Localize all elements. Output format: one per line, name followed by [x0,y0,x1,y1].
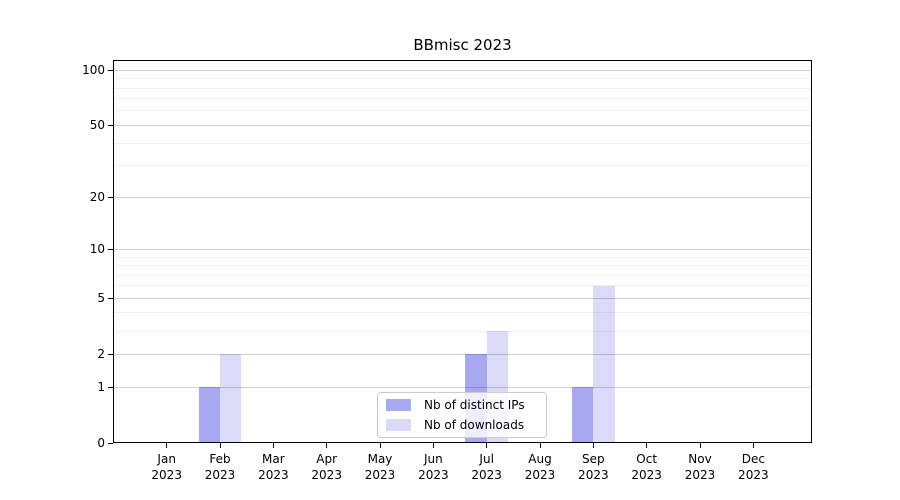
legend: Nb of distinct IPs Nb of downloads [377,392,547,438]
x-tick-label-year: 2023 [418,468,449,482]
y-tick [108,386,113,388]
y-gridline-minor [113,265,812,266]
x-tick-label-year: 2023 [151,468,182,482]
x-tick-label-dec: Dec 2023 [738,451,769,483]
y-tick [108,297,113,299]
y-gridline-minor [113,274,812,276]
x-tick-label-year: 2023 [204,468,236,482]
x-tick [752,443,754,448]
legend-swatch-downloads-icon [386,419,411,431]
x-tick-label-month: Jun [423,452,443,466]
y-tick-label: 10 [89,242,105,257]
y-tick-label: 1 [97,380,105,394]
y-tick-label: 100 [82,63,105,78]
y-tick [108,442,113,444]
x-tick [166,443,168,448]
y-gridline-major [113,353,812,355]
y-gridline-minor [113,78,812,80]
legend-item-downloads: Nb of downloads [386,417,538,433]
y-gridline-major [113,69,812,71]
y-tick [108,248,113,250]
y-gridline-major [113,124,812,126]
y-tick [108,353,113,355]
chart-title: BBmisc 2023 [413,36,512,54]
x-tick-label-jul: Jul 2023 [471,451,502,483]
x-tick [646,443,648,448]
y-tick [108,196,113,198]
x-tick-label-month: Apr [316,452,338,466]
x-tick [699,443,701,448]
x-tick-label-month: Jan [157,452,176,466]
x-tick-label-aug: Aug 2023 [525,451,556,483]
x-tick-label-month: Dec [741,452,765,466]
y-gridline-major [113,248,812,250]
y-tick [108,124,113,126]
legend-item-distinct-ips: Nb of distinct IPs [386,397,538,413]
x-tick-label-year: 2023 [258,468,289,482]
x-tick-label-year: 2023 [524,468,556,482]
bar-nb-of-distinct-ips-sep [572,387,594,443]
y-gridline-minor [113,256,812,258]
x-tick-label-month: Mar [262,452,285,466]
legend-swatch-distinct-ips-icon [386,399,411,411]
x-tick-label-jun: Jun 2023 [418,451,449,483]
x-tick-label-sep: Sep 2023 [578,451,609,483]
y-tick-label: 0 [97,436,105,450]
x-tick-label-may: May 2023 [365,451,396,483]
bar-nb-of-downloads-sep [593,285,615,443]
x-tick-label-month: Jul [479,452,494,466]
y-gridline-minor [113,330,812,332]
y-gridline-major [113,297,812,299]
y-tick-label: 2 [97,347,105,362]
x-tick-label-month: Sep [582,452,605,466]
x-tick [592,443,594,448]
x-tick-label-year: 2023 [631,468,662,482]
y-gridline-minor [113,285,812,287]
x-tick-label-feb: Feb 2023 [205,451,236,483]
y-gridline-major [113,386,812,388]
x-tick-label-month: Oct [636,452,658,466]
x-tick-label-year: 2023 [364,468,396,482]
bar-nb-of-downloads-feb [220,354,242,443]
x-tick-label-year: 2023 [471,468,502,482]
legend-label: Nb of downloads [424,418,525,432]
x-tick [432,443,434,448]
y-tick [108,69,113,71]
x-tick-label-mar: Mar 2023 [258,451,289,483]
x-tick-label-oct: Oct 2023 [631,451,662,483]
y-gridline-minor [113,165,812,167]
bar-nb-of-distinct-ips-feb [198,387,221,443]
x-tick [539,443,541,448]
x-tick-label-year: 2023 [684,468,716,482]
y-gridline-minor [113,110,812,112]
x-tick [326,443,328,448]
x-tick-label-month: Feb [209,452,231,466]
x-tick [219,443,221,448]
x-tick-label-apr: Apr 2023 [311,451,342,483]
y-gridline-minor [113,312,812,314]
y-tick-label: 50 [89,118,105,133]
y-tick-label: 5 [97,291,105,306]
x-tick-label-nov: Nov 2023 [685,451,716,483]
y-gridline-minor [113,87,812,89]
x-tick-label-month: May [367,452,393,466]
plot-area [113,60,812,443]
x-tick-label-year: 2023 [578,468,609,482]
x-tick-label-month: Aug [528,452,552,466]
y-gridline-major [113,196,812,198]
x-tick [272,443,274,448]
x-tick-label-jan: Jan 2023 [151,451,182,483]
legend-label: Nb of distinct IPs [424,398,525,412]
y-gridline-minor [113,98,812,100]
y-gridline-minor [113,142,812,144]
x-tick-label-year: 2023 [311,468,342,482]
x-tick-label-month: Nov [688,452,712,466]
x-tick-label-year: 2023 [738,468,769,482]
y-tick-label: 20 [89,190,105,205]
x-tick [379,443,381,448]
x-tick [486,443,488,448]
